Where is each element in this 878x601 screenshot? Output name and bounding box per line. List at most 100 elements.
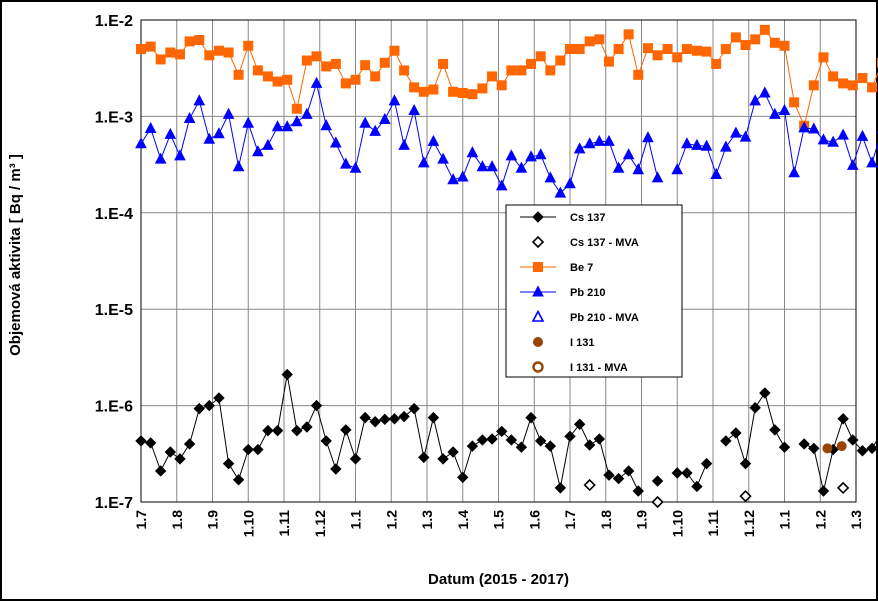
series-pb-210 [135, 76, 878, 198]
data-point [135, 435, 147, 447]
data-point [174, 453, 186, 465]
data-point [836, 481, 850, 495]
data-point [867, 82, 878, 93]
data-point [437, 453, 449, 465]
x-tick-label: 1.11 [705, 510, 721, 537]
data-point [154, 152, 167, 164]
x-tick-label: 1.1 [348, 510, 364, 530]
data-point [681, 137, 693, 149]
data-point [818, 52, 829, 63]
data-point [398, 138, 410, 150]
data-point [798, 121, 810, 133]
data-point [750, 34, 761, 45]
data-point [564, 177, 576, 189]
data-point [369, 416, 381, 428]
data-point [409, 82, 420, 93]
data-point [671, 467, 683, 479]
data-point [311, 51, 322, 62]
data-point [408, 103, 420, 116]
data-point [232, 474, 245, 486]
data-point [857, 73, 868, 84]
data-point [700, 457, 713, 470]
data-point [398, 410, 410, 423]
data-point [535, 51, 546, 62]
legend-entry: Cs 137 [520, 211, 605, 224]
data-point [320, 119, 333, 131]
data-point [700, 139, 713, 151]
x-tick-label: 1.12 [312, 510, 328, 537]
data-point [222, 457, 235, 470]
x-tick-label: 1.9 [634, 510, 650, 530]
data-point [837, 128, 849, 140]
data-point [505, 434, 518, 446]
y-tick-label: 1.E-2 [95, 13, 133, 30]
x-axis-title: Datum (2015 - 2017) [428, 571, 569, 588]
data-point [350, 74, 361, 85]
data-point [262, 71, 273, 82]
data-point [740, 40, 751, 51]
data-point [495, 179, 508, 191]
data-point [808, 80, 819, 91]
data-point [369, 124, 381, 136]
series-line [140, 374, 639, 492]
legend-swatch-marker [533, 262, 543, 272]
data-point [613, 44, 624, 55]
data-point [213, 127, 225, 139]
legend-label: Pb 210 [570, 287, 605, 299]
legend-entry: I 131 [533, 337, 594, 349]
data-point [769, 107, 781, 119]
legend-entry: Pb 210 - MVA [531, 309, 639, 324]
data-point [545, 65, 556, 76]
data-point [262, 424, 274, 437]
data-point [243, 40, 254, 51]
data-point [681, 467, 693, 479]
data-point [271, 120, 284, 132]
data-point [516, 65, 527, 76]
x-tick-label: 1.10 [240, 510, 256, 537]
data-point [310, 399, 323, 412]
data-point [466, 146, 479, 158]
data-point [583, 478, 596, 492]
data-point [165, 47, 176, 58]
y-tick-label: 1.E-4 [95, 206, 133, 223]
data-point [164, 446, 177, 458]
data-point [652, 50, 663, 61]
data-point [330, 58, 341, 69]
data-point [399, 65, 410, 76]
data-point [701, 46, 712, 57]
data-point [456, 170, 469, 182]
data-point [476, 434, 489, 446]
data-point [418, 86, 429, 97]
data-point [389, 45, 400, 56]
data-point [447, 446, 459, 458]
data-point [574, 44, 585, 55]
data-point [232, 160, 245, 172]
legend-swatch-marker [531, 309, 545, 322]
data-point [448, 86, 459, 97]
data-point [739, 490, 752, 503]
data-point [711, 58, 722, 69]
data-point [817, 133, 830, 145]
data-point [564, 430, 576, 443]
data-point [515, 161, 528, 173]
data-point [477, 83, 488, 94]
data-point [252, 145, 264, 157]
y-tick-label: 1.E-5 [95, 302, 133, 319]
data-point [136, 44, 146, 55]
data-point [838, 78, 849, 89]
x-tick-label: 1.2 [812, 510, 828, 530]
data-point [525, 150, 537, 162]
data-point [544, 171, 557, 183]
data-point [486, 433, 498, 445]
data-point [622, 148, 635, 160]
x-tick-label: 1.2 [383, 510, 399, 530]
data-point [183, 438, 196, 450]
data-point [612, 472, 625, 485]
series-i-131 [822, 441, 847, 454]
legend-label: Cs 137 [570, 212, 605, 224]
data-point [213, 45, 224, 56]
y-axis-ticks: 1.E-2 1.E-3 1.E-4 1.E-5 1.E-6 1.E-7 [95, 13, 133, 512]
x-tick-label: 1.9 [205, 510, 221, 530]
data-point [633, 69, 644, 80]
